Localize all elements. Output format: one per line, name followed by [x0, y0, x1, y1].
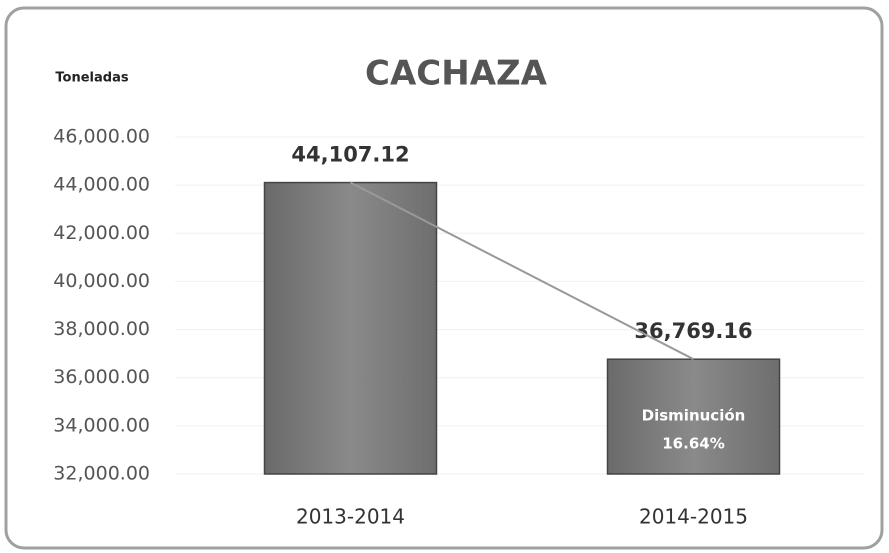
y-tick-label: 42,000.00	[53, 222, 150, 244]
y-axis-label: Toneladas	[55, 71, 128, 86]
y-tick-label: 40,000.00	[53, 270, 150, 292]
data-label: 44,107.12	[291, 143, 409, 167]
y-tick-label: 36,000.00	[53, 366, 150, 388]
annotation: 16.64%	[662, 435, 724, 453]
y-tick-label: 32,000.00	[53, 463, 150, 485]
y-tick-label: 34,000.00	[53, 414, 150, 436]
y-tick-label: 44,000.00	[53, 174, 150, 196]
bar	[606, 358, 781, 475]
data-label: 36,769.16	[634, 319, 752, 343]
x-tick-label: 2013-2014	[296, 505, 405, 529]
trend-line	[350, 181, 694, 361]
annotation: Disminución	[642, 407, 746, 425]
bar	[263, 181, 438, 475]
y-tick-label: 38,000.00	[53, 318, 150, 340]
x-tick-label: 2014-2015	[639, 505, 748, 529]
chart-title: CACHAZA	[365, 54, 548, 94]
y-tick-label: 46,000.00	[53, 126, 150, 148]
